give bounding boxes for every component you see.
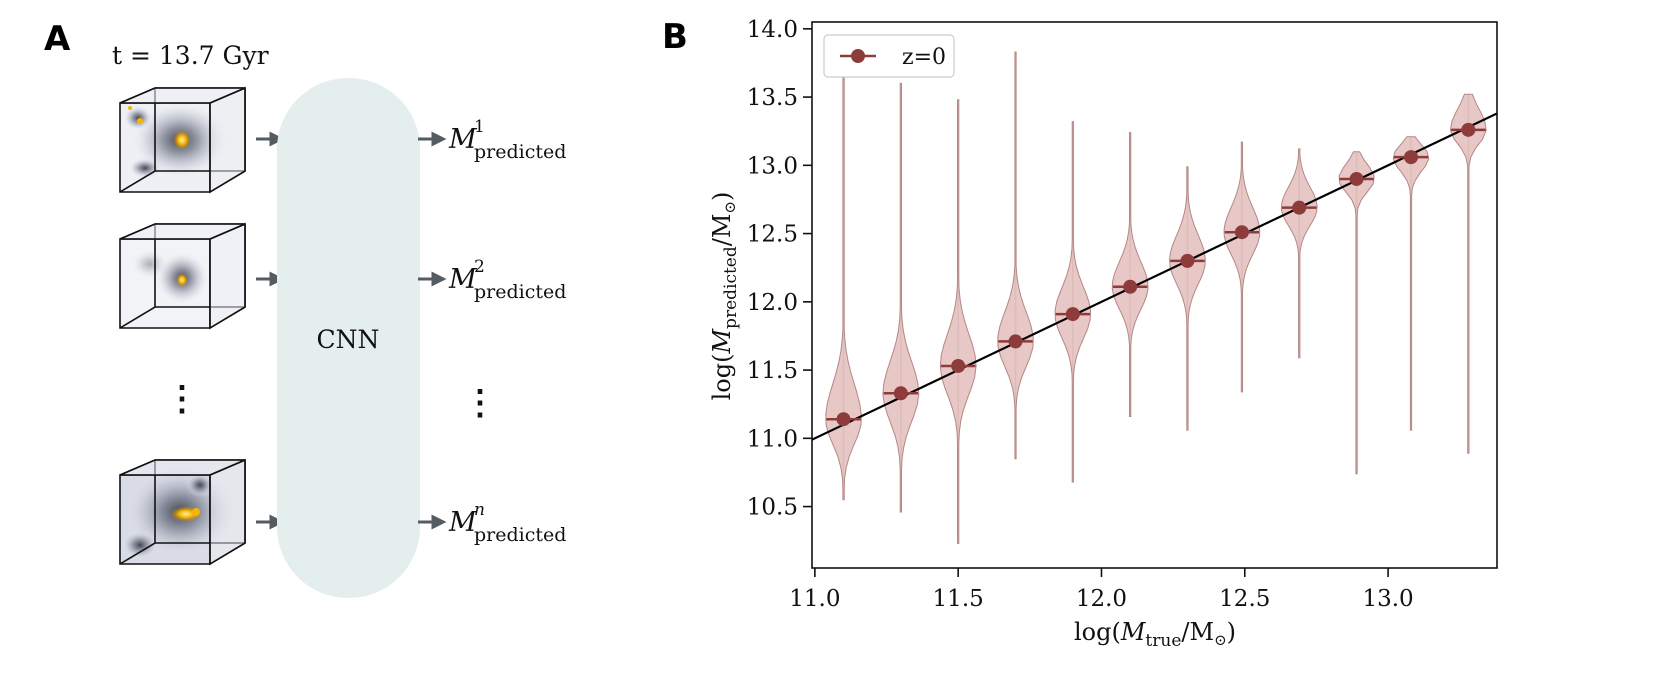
time-label: t = 13.7 Gyr	[112, 41, 269, 70]
x-tick-label-3: 12.0	[1076, 586, 1127, 612]
violin-median-point-8	[1234, 225, 1249, 240]
x-tick-label-1: 11.0	[789, 586, 840, 612]
violin-median-point-6	[1123, 279, 1138, 294]
svg-text:1: 1	[474, 117, 485, 137]
plot-frame	[811, 21, 1498, 569]
violin-body-3	[939, 99, 977, 544]
halo-cube-2	[119, 222, 246, 330]
violin-median-point-10	[1349, 171, 1364, 186]
output-label-1: M 1 predicted	[448, 117, 566, 163]
svg-text:predicted: predicted	[474, 141, 566, 163]
violin-median-point-2	[893, 386, 908, 401]
cnn-label: CNN	[317, 325, 380, 354]
violin-body-9	[1280, 148, 1318, 359]
violin-body-8	[1223, 141, 1261, 393]
y-tick-label-1: 10.5	[747, 495, 798, 521]
x-axis-label: log(Mtrue/M⊙)	[1074, 618, 1236, 651]
violin-median-point-7	[1180, 253, 1195, 268]
violin-median-point-9	[1292, 200, 1307, 215]
y-tick-label-7: 13.5	[747, 85, 798, 111]
svg-text:M: M	[448, 124, 478, 155]
y-axis-label: log(Mpredicted/M⊙)	[708, 192, 741, 401]
violin-body-10	[1338, 151, 1375, 475]
cnn-block	[277, 78, 420, 598]
legend-box	[823, 34, 955, 78]
halo-cube-n	[119, 458, 246, 566]
violin-median-point-3	[951, 358, 966, 373]
galaxy-core-1	[173, 130, 191, 150]
panel-b: B 11.0 11.5 12.0 12.5 13.0 10.5 11.0 11.5 12.0 12…	[662, 17, 1498, 651]
output-label-2: M 2 predicted	[448, 257, 566, 303]
violin-body-6	[1111, 132, 1149, 417]
halo-cube-1	[119, 86, 246, 194]
violin-median-point-1	[836, 412, 851, 427]
svg-text:2: 2	[474, 257, 485, 277]
x-tick-label-5: 13.0	[1362, 586, 1413, 612]
violin-body-7	[1169, 166, 1206, 431]
galaxy-core-2	[176, 273, 188, 287]
y-tick-label-5: 12.5	[747, 222, 798, 248]
violin-body-5	[1054, 121, 1092, 483]
x-tick-label-4: 12.5	[1219, 586, 1270, 612]
svg-text:predicted: predicted	[474, 281, 566, 303]
svg-text:M: M	[448, 507, 478, 538]
violin-body-1	[825, 72, 862, 501]
violin-median-point-4	[1008, 334, 1023, 349]
svg-text:n: n	[474, 500, 485, 520]
x-tick-label-2: 11.5	[933, 586, 984, 612]
legend-marker	[851, 49, 865, 63]
panel-a: A t = 13.7 Gyr	[44, 19, 566, 598]
violin-body-4	[997, 51, 1034, 460]
y-tick-label-2: 11.0	[747, 426, 798, 452]
y-tick-label-8: 14.0	[747, 17, 798, 43]
violin-body-2	[882, 82, 920, 513]
output-label-n: M n predicted	[448, 500, 566, 546]
violin-median-point-5	[1065, 307, 1080, 322]
y-tick-label-6: 13.0	[747, 153, 798, 179]
violin-body-12	[1449, 93, 1487, 454]
panel-b-letter: B	[662, 17, 688, 57]
violin-median-point-12	[1461, 122, 1476, 137]
violin-body-11	[1392, 136, 1430, 431]
violin-chart: 11.0 11.5 12.0 12.5 13.0 10.5 11.0 11.5 12.0 12.5…	[747, 17, 1498, 612]
identity-line	[812, 112, 1497, 441]
y-tick-label-3: 11.5	[747, 358, 798, 384]
svg-text:log(Mpredicted/M⊙): log(Mpredicted/M⊙)	[708, 192, 741, 401]
y-tick-label-4: 12.0	[747, 290, 798, 316]
violin-median-point-11	[1404, 150, 1419, 165]
ellipsis-right: ⋮	[463, 383, 497, 423]
ellipsis-left: ⋮	[165, 379, 199, 419]
svg-text:M: M	[448, 264, 478, 295]
legend-label: z=0	[902, 45, 946, 70]
panel-a-letter: A	[44, 19, 71, 59]
svg-text:log(Mtrue/M⊙): log(Mtrue/M⊙)	[1074, 618, 1236, 651]
svg-text:predicted: predicted	[474, 524, 566, 546]
